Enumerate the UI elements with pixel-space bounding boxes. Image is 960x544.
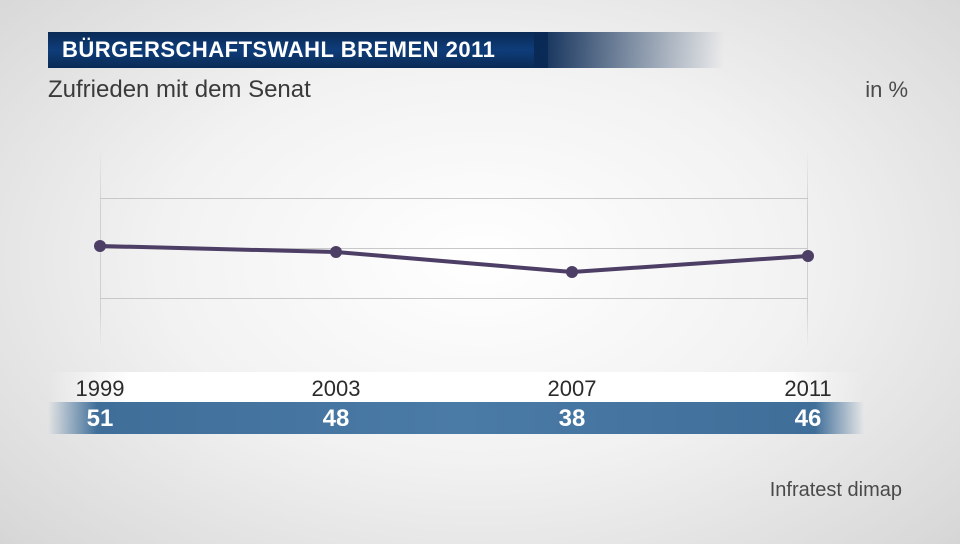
attribution-text: Infratest dimap: [770, 479, 902, 501]
line-chart-svg: [100, 148, 808, 348]
data-point: [802, 250, 814, 262]
year-label: 1999: [50, 376, 150, 402]
data-point: [330, 246, 342, 258]
subtitle-row: Zufrieden mit dem Senat in %: [48, 72, 908, 108]
series-line: [100, 246, 808, 272]
chart-area: [100, 148, 808, 348]
stage: BÜRGERSCHAFTSWAHL BREMEN 2011 Zufrieden …: [0, 0, 960, 544]
titlebar-fade: [534, 32, 724, 68]
value-label: 46: [758, 405, 858, 433]
year-label: 2007: [522, 376, 622, 402]
value-label: 38: [522, 405, 622, 433]
unit-label: in %: [865, 77, 908, 103]
attribution: Infratest dimap: [770, 479, 902, 502]
value-label: 51: [50, 405, 150, 433]
titlebar: BÜRGERSCHAFTSWAHL BREMEN 2011: [48, 32, 912, 68]
values-band: [48, 402, 864, 434]
title-text: BÜRGERSCHAFTSWAHL BREMEN 2011: [62, 37, 495, 63]
subtitle-text: Zufrieden mit dem Senat: [48, 76, 311, 104]
titlebar-dark: BÜRGERSCHAFTSWAHL BREMEN 2011: [48, 32, 548, 68]
year-label: 2003: [286, 376, 386, 402]
value-label: 48: [286, 405, 386, 433]
years-band: [48, 372, 864, 402]
data-point: [94, 240, 106, 252]
data-point: [566, 266, 578, 278]
year-label: 2011: [758, 376, 858, 402]
